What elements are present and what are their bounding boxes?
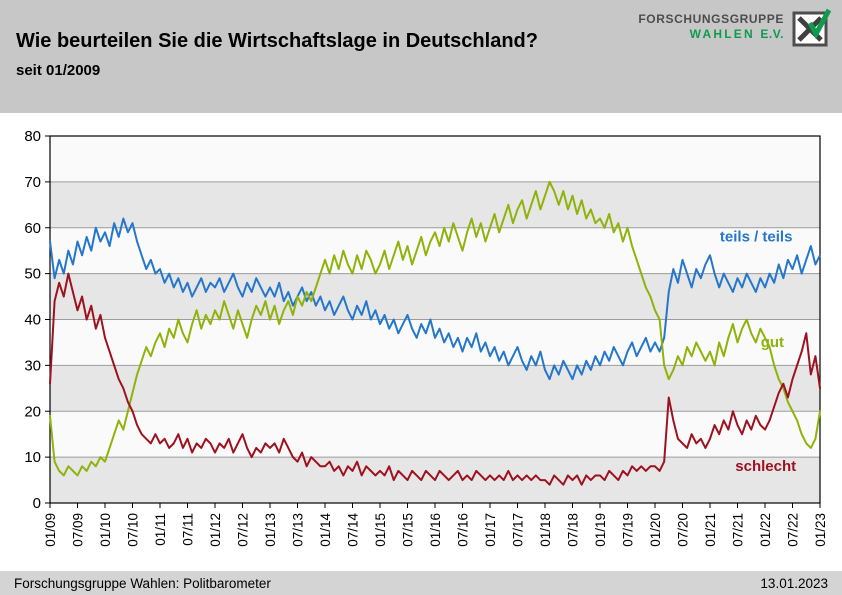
series-label-teilsteils: teils / teils (720, 229, 793, 246)
x-axis-label: 01/17 (483, 513, 498, 547)
fgw-ballot-check-icon (792, 8, 832, 47)
footer: Forschungsgruppe Wahlen: Politbarometer … (0, 571, 842, 595)
x-axis-label: 07/19 (621, 513, 636, 547)
x-axis-label: 07/12 (236, 513, 251, 547)
x-axis-label: 01/14 (318, 513, 333, 547)
series-line-schlecht (49, 272, 821, 486)
fgw-logo-text: FORSCHUNGSGRUPPE WAHLEN E.V. (638, 8, 784, 42)
x-axis-label: 07/09 (71, 513, 86, 547)
plot-band (50, 365, 820, 412)
page-subtitle: seit 01/2009 (16, 62, 101, 79)
x-axis-label: 07/20 (676, 513, 691, 547)
x-axis-label: 07/10 (126, 513, 141, 547)
x-axis-label: 01/09 (43, 513, 58, 547)
plot-band (50, 136, 820, 182)
series-line-gut (49, 180, 821, 477)
fgw-logo: FORSCHUNGSGRUPPE WAHLEN E.V. (638, 8, 832, 50)
logo-line-wahlen-ev: WAHLEN E.V. (638, 27, 784, 42)
y-axis-label: 60 (24, 220, 41, 237)
logo-line-forschungsgruppe: FORSCHUNGSGRUPPE (638, 12, 784, 26)
x-axis-label: 01/11 (153, 513, 168, 546)
page-title: Wie beurteilen Sie die Wirtschaftslage i… (16, 30, 538, 52)
y-axis-label: 30 (24, 357, 41, 374)
economy-assessment-line-chart: 0 10 20 30 40 50 60 70 80 01/09 07/09 01/10 07/10 01/… (24, 128, 828, 547)
x-axis-label: 01/23 (813, 513, 828, 547)
x-axis-label: 07/11 (181, 513, 196, 546)
plot-band (50, 319, 820, 366)
y-axis-label: 80 (24, 128, 41, 145)
x-axis-label: 01/20 (648, 513, 663, 547)
x-axis-label: 07/14 (346, 513, 361, 547)
y-axis-label: 40 (24, 312, 41, 329)
chart-area: 0 10 20 30 40 50 60 70 80 01/09 07/09 01/10 07/10 01/… (0, 113, 842, 571)
x-axis-label: 01/15 (373, 513, 388, 547)
x-axis-label: 07/13 (291, 513, 306, 547)
logo-wahlen: WAHLEN (689, 27, 755, 41)
source-label: Forschungsgruppe Wahlen: Politbarometer (14, 575, 271, 591)
y-axis-label: 70 (24, 174, 41, 191)
x-axis-label: 01/19 (593, 513, 608, 547)
x-axis-label: 01/22 (758, 513, 773, 547)
x-axis-label: 01/18 (538, 513, 553, 547)
x-axis-label: 07/16 (456, 513, 471, 547)
x-axis-label: 07/22 (786, 513, 801, 547)
series-label-gut: gut (761, 334, 784, 351)
series-label-schlecht: schlecht (735, 458, 796, 475)
x-axis-label: 07/18 (566, 513, 581, 547)
x-axis-label: 01/16 (428, 513, 443, 547)
x-axis-label: 07/17 (511, 513, 526, 547)
x-axis-label: 01/12 (208, 513, 223, 547)
logo-ev: E.V. (760, 27, 784, 41)
y-axis-label: 50 (24, 266, 41, 283)
date-label: 13.01.2023 (760, 575, 828, 591)
x-axis-label: 01/21 (703, 513, 718, 547)
plot-band (50, 181, 820, 228)
series-line-teilsteils (49, 217, 821, 381)
y-axis-label: 0 (33, 495, 41, 512)
plot-band (50, 411, 820, 458)
y-axis-label: 20 (24, 403, 41, 420)
header: Wie beurteilen Sie die Wirtschaftslage i… (0, 0, 842, 113)
x-axis-label: 07/15 (401, 513, 416, 547)
x-axis-label: 01/10 (98, 513, 113, 547)
y-axis-label: 10 (24, 449, 41, 466)
x-axis-label: 01/13 (263, 513, 278, 547)
x-axis-label: 07/21 (731, 513, 746, 547)
